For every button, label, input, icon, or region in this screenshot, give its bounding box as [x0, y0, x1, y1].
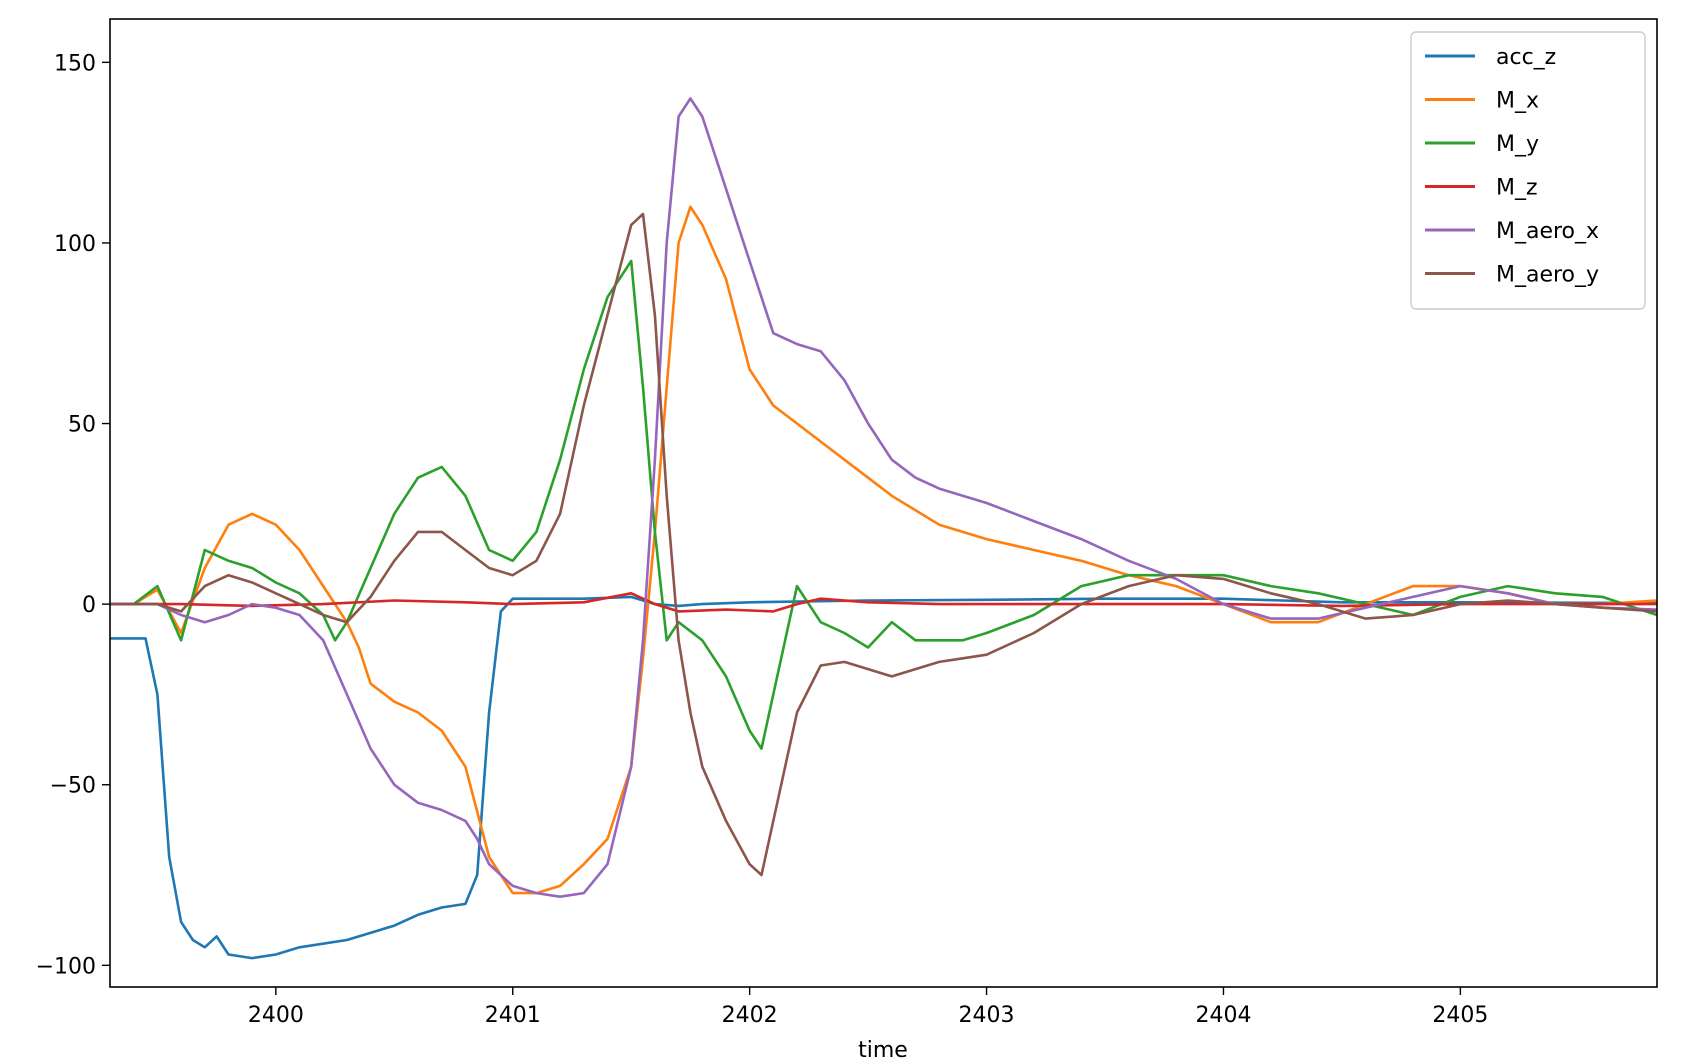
legend-box — [1410, 31, 1646, 310]
series-line-m-aero-y — [110, 212, 1657, 877]
x-tick-label: 2401 — [485, 1003, 541, 1028]
y-tick-label: 0 — [82, 593, 96, 618]
y-tick-label: 100 — [54, 232, 96, 257]
legend-label-m-aero-y: M_aero_y — [1496, 263, 1599, 288]
series-line-acc-z — [110, 595, 1657, 960]
x-axis: 2400 2401 2402 2403 2404 2405 — [248, 987, 1488, 1028]
y-axis: −100 −50 0 50 100 150 — [36, 51, 110, 979]
y-tick-label: −50 — [50, 774, 96, 799]
series-line-m-y — [110, 259, 1657, 750]
plot-frame — [109, 18, 1658, 988]
x-tick-label: 2403 — [959, 1003, 1015, 1028]
legend-label-m-aero-x: M_aero_x — [1496, 219, 1599, 244]
y-tick-label: 50 — [68, 413, 96, 438]
series-line-m-aero-x — [110, 97, 1657, 898]
series-layer — [110, 97, 1657, 960]
legend-label-m-y: M_y — [1496, 132, 1539, 157]
legend-label-acc-z: acc_z — [1496, 45, 1556, 70]
legend-label-m-z: M_z — [1496, 176, 1538, 201]
legend-label-m-x: M_x — [1496, 89, 1539, 114]
x-axis-title: time — [858, 1038, 908, 1063]
series-line-m-z — [110, 592, 1657, 613]
x-tick-label: 2405 — [1432, 1003, 1488, 1028]
legend: acc_z M_x M_y M_z M_aero_x M_aero_y — [1410, 31, 1646, 310]
y-tick-label: −100 — [36, 954, 96, 979]
y-tick-label: 150 — [54, 51, 96, 76]
x-tick-label: 2402 — [722, 1003, 778, 1028]
x-tick-label: 2400 — [248, 1003, 304, 1028]
x-tick-label: 2404 — [1195, 1003, 1251, 1028]
